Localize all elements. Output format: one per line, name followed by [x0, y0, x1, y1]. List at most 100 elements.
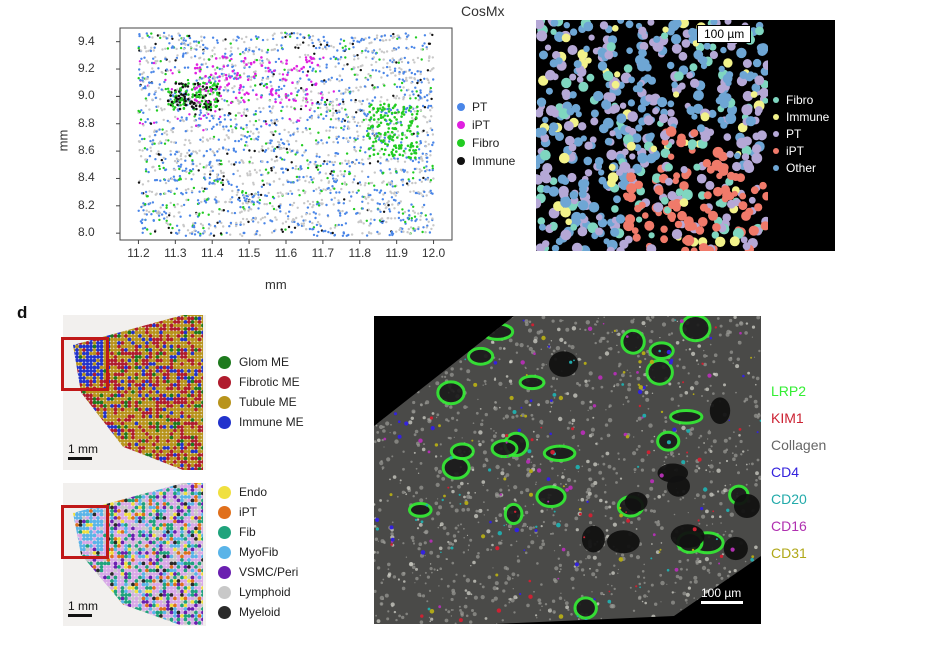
scatter-point — [378, 232, 381, 235]
spot — [201, 414, 203, 419]
cell — [617, 20, 625, 24]
cell — [751, 83, 761, 93]
scatter-point — [344, 108, 347, 111]
scatter-point — [283, 158, 286, 161]
scatter-point — [409, 145, 412, 149]
spot — [113, 393, 118, 398]
cell — [745, 116, 756, 127]
spot — [145, 355, 149, 359]
spot — [96, 379, 100, 384]
scatter-point — [296, 69, 299, 73]
scatter-point — [274, 60, 278, 64]
scatter-point — [393, 67, 397, 70]
scatter-point — [201, 85, 205, 88]
scatter-point — [405, 37, 408, 41]
spot — [190, 365, 195, 370]
scatter-point — [374, 140, 378, 143]
spot — [145, 323, 149, 328]
scatter-point — [194, 221, 197, 225]
spot — [173, 355, 177, 359]
scatter-point — [376, 160, 380, 163]
scatter-point — [429, 86, 432, 90]
spot — [99, 344, 104, 349]
scatter-point — [297, 223, 300, 227]
scatter-point — [140, 109, 143, 112]
cell — [542, 163, 553, 174]
scatter-point — [399, 200, 402, 203]
spot — [127, 407, 132, 412]
cell — [665, 177, 673, 186]
spot — [169, 393, 174, 398]
spot — [85, 376, 90, 380]
scatter-point — [425, 226, 428, 229]
scatter-point — [269, 80, 272, 84]
spot — [120, 400, 125, 405]
scatter-point — [331, 161, 334, 164]
spot — [180, 393, 184, 398]
scatter-point — [385, 220, 388, 224]
scatter-point — [382, 51, 386, 54]
scatter-point — [403, 210, 407, 214]
spot — [96, 327, 100, 331]
scatter-point — [153, 142, 156, 145]
scatter-point — [320, 98, 323, 102]
scatter-point — [262, 120, 266, 123]
spot — [113, 320, 118, 324]
spot — [63, 415, 65, 419]
scatter-point — [182, 47, 186, 51]
spot — [113, 418, 118, 422]
scatter-point — [371, 84, 374, 87]
scatter-point — [242, 134, 245, 137]
scatter-point — [297, 119, 301, 123]
scatter-point — [277, 195, 280, 198]
spot — [183, 397, 188, 401]
cell — [565, 135, 575, 146]
scatter-point — [422, 203, 426, 207]
spot — [166, 365, 170, 370]
spot — [201, 400, 203, 405]
spot — [180, 355, 184, 359]
scatter-point — [429, 180, 432, 184]
cell — [548, 186, 559, 197]
scatter-point — [315, 155, 318, 158]
spot — [152, 411, 156, 415]
spot — [187, 348, 191, 352]
scatter-point — [413, 151, 416, 155]
scatter-point — [414, 116, 418, 119]
scatter-point — [168, 60, 171, 63]
scatter-point — [197, 202, 201, 205]
scatter-point — [190, 100, 193, 103]
scatter-point — [218, 87, 221, 91]
scatter-point — [166, 223, 170, 226]
scatter-point — [306, 206, 310, 209]
spot — [120, 348, 125, 352]
scatter-point — [286, 73, 289, 77]
spot — [197, 348, 202, 352]
scatter-point — [180, 82, 183, 85]
spot — [152, 334, 156, 338]
scatter-point — [184, 103, 188, 107]
scatter-point — [216, 93, 219, 96]
scatter-point — [245, 218, 249, 221]
scatter-point — [317, 38, 320, 41]
scatter-point — [158, 128, 161, 131]
spot — [103, 344, 107, 349]
spot — [176, 369, 181, 373]
scatter-point — [260, 64, 264, 67]
scatter-point — [419, 72, 422, 76]
spot — [131, 411, 135, 415]
spot — [92, 348, 97, 352]
scatter-point — [386, 62, 389, 65]
scatter-point — [260, 185, 264, 188]
cell — [762, 191, 768, 201]
cell — [625, 126, 632, 133]
scatter-point — [410, 132, 414, 136]
scatter-point — [326, 41, 329, 44]
scatter-point — [150, 213, 153, 216]
scatter-point — [402, 107, 406, 111]
scatter-point — [399, 121, 402, 124]
scatter-point — [420, 58, 423, 61]
scatter-point — [318, 57, 321, 61]
spot — [134, 376, 139, 380]
scatter-point — [310, 178, 313, 181]
